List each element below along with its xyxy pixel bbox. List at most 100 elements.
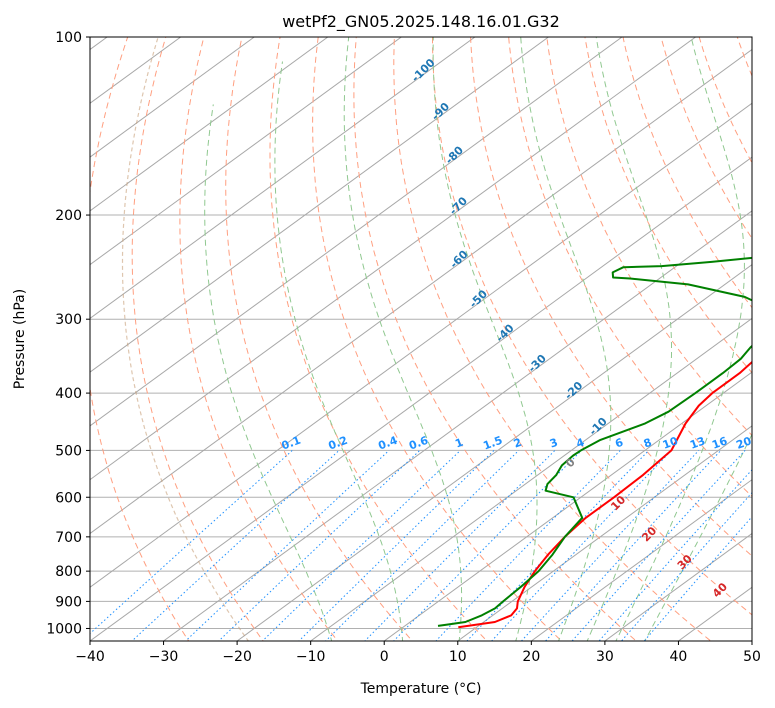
plot-area: 0.10.20.40.611.52346810131620253036-100-… (90, 37, 753, 641)
dry-adiabat-lines (90, 37, 752, 641)
isotherm-line (383, 371, 752, 641)
dry-adiabat-line (131, 37, 264, 641)
isotherm-line (90, 48, 752, 535)
mixing-ratio-label: 8 (642, 436, 654, 451)
dry-adiabat-line (90, 37, 190, 641)
isotherm-line (90, 37, 623, 427)
x-tick-label: 0 (380, 649, 389, 665)
mixing-ratio-line (598, 469, 752, 641)
dry-adiabat-line (393, 37, 712, 641)
isotherm-line (90, 37, 476, 320)
isotherm-line (236, 263, 752, 641)
dry-adiabat-line (269, 37, 488, 641)
moist-adiabat-line (274, 61, 404, 641)
y-tick-label: 900 (55, 594, 82, 610)
mixing-ratio-label: 1 (453, 436, 465, 451)
dry-adiabat-line (353, 37, 637, 641)
mixing-ratio-label: 4 (574, 436, 586, 451)
y-tick-label: 600 (55, 490, 82, 506)
mixing-ratio-lines (90, 450, 752, 641)
dry-adiabat-line (660, 37, 752, 240)
x-tick-label: 10 (449, 649, 467, 665)
mixing-ratio-line (184, 450, 390, 641)
x-tick-label: −30 (149, 649, 179, 665)
y-tick-label: 100 (55, 30, 82, 46)
mixing-ratio-label: 6 (613, 436, 625, 451)
x-tick-label: 20 (522, 649, 540, 665)
mixing-ratio-label: 20 (734, 434, 753, 452)
dry-adiabat-line (622, 37, 752, 309)
y-tick-label: 1000 (46, 621, 82, 637)
x-tick-label: 50 (743, 649, 761, 665)
x-tick-label: 30 (596, 649, 614, 665)
isotherm-lines (90, 37, 752, 641)
isotherm-line (457, 425, 752, 641)
mixing-ratio-line (544, 450, 722, 641)
mixing-ratio-line (261, 450, 461, 641)
y-tick-label: 300 (55, 312, 82, 328)
mixing-ratio-line (131, 450, 340, 641)
mixing-ratio-label: 16 (710, 434, 729, 452)
x-tick-label: −40 (75, 649, 105, 665)
y-tick-label: 800 (55, 564, 82, 580)
tan-reference-curves (121, 37, 250, 641)
mixing-ratio-line (643, 515, 752, 641)
mixing-ratio-line (466, 450, 650, 641)
mixing-ratio-label: 0.1 (280, 434, 303, 453)
dewpoint-profile-line (437, 256, 752, 627)
profile-series (437, 256, 752, 629)
mixing-ratio-line (435, 450, 621, 641)
plot-frame (89, 36, 753, 642)
isotherm-line (90, 156, 752, 641)
mixing-ratio-label: 10 (661, 434, 680, 452)
dry-adiabat-line (584, 37, 752, 374)
x-tick-label: −20 (222, 649, 252, 665)
isotherm-line (90, 37, 255, 158)
isotherm-line (531, 479, 752, 641)
isobar-lines (90, 37, 752, 629)
mixing-ratio-line (620, 491, 752, 641)
moist-adiabat-line (343, 37, 463, 641)
y-tick-label: 500 (55, 443, 82, 459)
isotherm-line (163, 210, 752, 641)
isotherm-line (90, 37, 402, 266)
dry-adiabat-line (698, 37, 752, 164)
mixing-ratio-line (218, 450, 421, 641)
mixing-ratio-line (520, 450, 700, 641)
x-tick-label: −10 (296, 649, 326, 665)
dry-adiabat-line (508, 37, 752, 497)
dry-adiabat-line (225, 37, 414, 641)
x-axis-label: Temperature (°C) (360, 681, 482, 697)
dry-adiabat-line (312, 37, 563, 641)
y-axis-ticks: 100 200 300 400 500 600 700 800 900 1000 (46, 30, 90, 637)
mixing-ratio-label: 2 (512, 436, 524, 451)
y-tick-label: 700 (55, 530, 82, 546)
mixing-ratio-line (571, 450, 746, 641)
mixing-ratio-label: 0.6 (407, 434, 430, 453)
x-axis-ticks: −40 −30 −20 −10 0 10 20 30 40 50 (75, 641, 761, 665)
x-tick-label: 40 (670, 649, 688, 665)
y-tick-label: 200 (55, 208, 82, 224)
dry-adiabat-line (179, 37, 339, 641)
y-axis-label: Pressure (hPa) (12, 289, 28, 389)
mixing-ratio-label: 3 (548, 436, 560, 451)
isotherm-line (90, 37, 549, 373)
isotherm-line (90, 37, 696, 481)
mixing-ratio-label: 0.4 (376, 434, 399, 453)
isotherm-line (90, 37, 329, 212)
mixing-ratio-line (298, 450, 495, 641)
moist-adiabat-line (520, 37, 612, 641)
y-tick-label: 400 (55, 386, 82, 402)
moist-adiabat-line (204, 104, 333, 641)
moist-adiabat-line (615, 37, 745, 641)
tan-reference-curve (121, 37, 250, 641)
moist-adiabat-lines (204, 37, 752, 641)
mixing-ratio-label: 13 (688, 434, 707, 451)
chart-title: wetPf2_GN05.2025.148.16.01.G32 (282, 12, 560, 32)
isotherm-line (90, 102, 752, 588)
mixing-ratio-label: 0.2 (327, 434, 350, 453)
mixing-ratio-label: 1.5 (481, 434, 504, 453)
dry-adiabat-line (470, 37, 752, 557)
isotherm-line (604, 532, 752, 641)
